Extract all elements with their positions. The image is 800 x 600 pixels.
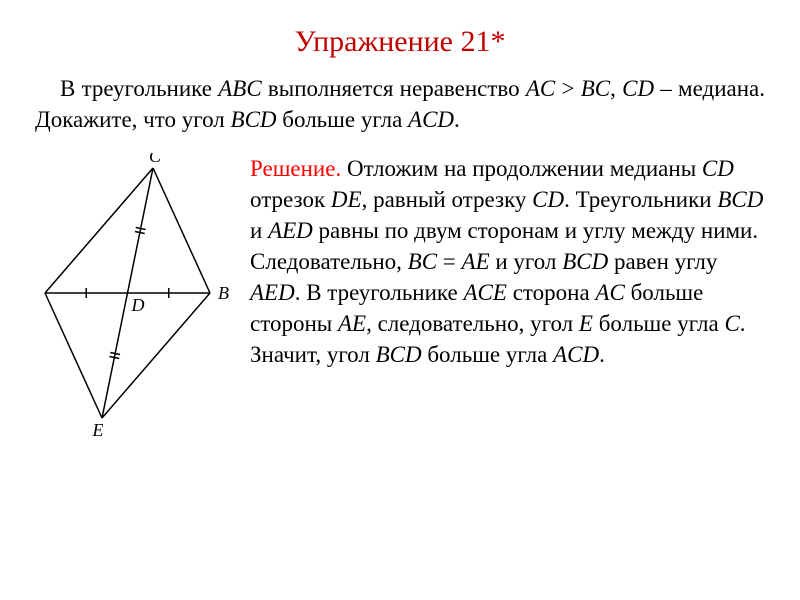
var-acd: ACD [408,107,454,132]
solution-text: Решение. Отложим на продолжении медианы … [250,153,765,370]
text: отрезок [250,187,331,212]
gt: > [555,76,580,101]
text: , следовательно, угол [366,311,579,336]
var-ac: AC [526,76,555,101]
svg-text:C: C [149,153,162,166]
geometry-figure: ABCDE [35,153,250,448]
exercise-title: Упражнение 21* [35,25,765,59]
var: C [724,311,739,336]
text: . Треугольники [564,187,717,212]
var: BCD [376,342,422,367]
var: ACD [553,342,599,367]
text: , равный отрезку [362,187,533,212]
var: CD [702,156,734,181]
text: сторона [507,280,595,305]
text: больше угла [593,311,725,336]
svg-text:B: B [218,283,229,303]
text: , [610,76,622,101]
text: . [454,107,460,132]
var: DE [331,187,362,212]
title-text: Упражнение 21* [295,25,506,58]
main-row: ABCDE Решение. Отложим на продолжении ме… [35,153,765,448]
text: больше угла [277,107,409,132]
var: BCD [562,249,608,274]
text: и угол [490,249,563,274]
var: AC [595,280,624,305]
figure-svg: ABCDE [35,153,250,443]
var-cd: CD [622,76,654,101]
text: равен углу [608,249,717,274]
var: ACE [463,280,506,305]
var-bc: BC [581,76,610,101]
text: выполняется неравенство [262,76,526,101]
indent [35,76,60,101]
text: = [437,249,461,274]
var: BCD [717,187,763,212]
svg-text:E: E [92,420,104,440]
solution-label: Решение. [250,156,341,181]
var: AE [338,311,366,336]
text: В треугольнике [60,76,218,101]
text: больше угла [422,342,554,367]
var: AED [268,218,313,243]
var: BC [408,249,437,274]
var: E [579,311,593,336]
var-bcd: BCD [231,107,277,132]
text: . В треугольнике [295,280,464,305]
text: Отложим на продолжении медианы [341,156,702,181]
problem-statement: В треугольнике ABC выполняется неравенст… [35,73,765,135]
var: CD [532,187,564,212]
var: AED [250,280,295,305]
var: AE [462,249,490,274]
text: и [250,218,268,243]
svg-text:D: D [131,295,145,315]
text: . [599,342,605,367]
var-abc: ABC [218,76,261,101]
